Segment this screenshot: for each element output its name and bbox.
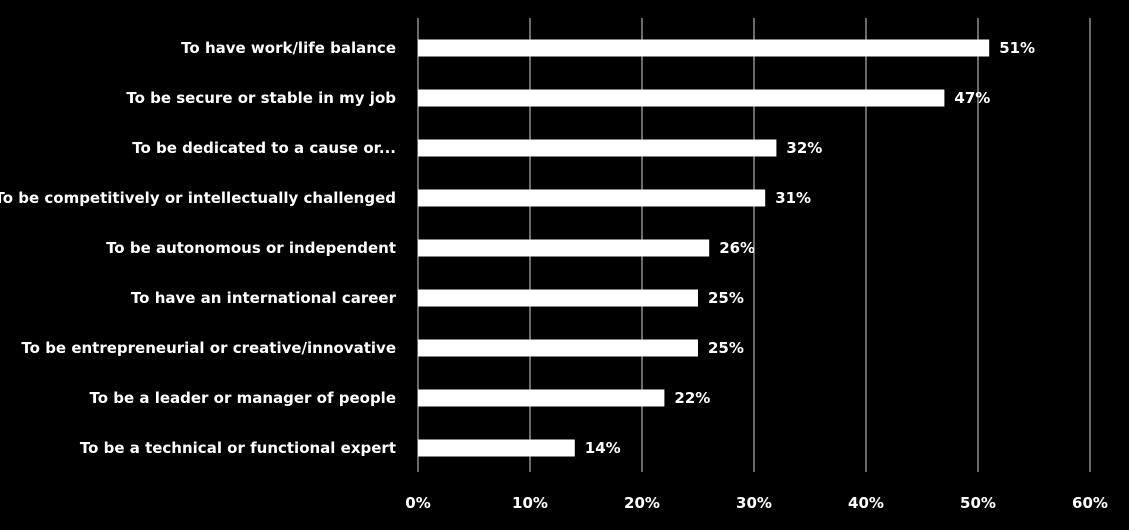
category-label: To be autonomous or independent xyxy=(106,239,396,257)
x-tick-label: 20% xyxy=(624,494,660,512)
bar xyxy=(418,139,777,157)
bar xyxy=(418,39,990,57)
x-tick-label: 50% xyxy=(960,494,996,512)
value-label: 14% xyxy=(585,439,621,457)
value-label: 47% xyxy=(954,89,990,107)
category-label: To be secure or stable in my job xyxy=(126,89,396,107)
bars xyxy=(418,39,990,457)
x-tick-label: 60% xyxy=(1072,494,1108,512)
category-label: To be entrepreneurial or creative/innova… xyxy=(21,339,396,357)
value-label: 22% xyxy=(674,389,710,407)
value-label: 25% xyxy=(708,289,744,307)
bar xyxy=(418,289,698,307)
bar xyxy=(418,439,575,457)
bar xyxy=(418,389,665,407)
x-tick-label: 30% xyxy=(736,494,772,512)
category-label: To be a leader or manager of people xyxy=(89,389,396,407)
x-tick-label: 10% xyxy=(512,494,548,512)
value-label: 32% xyxy=(786,139,822,157)
category-labels: To have work/life balance To be secure or… xyxy=(0,39,397,457)
value-label: 31% xyxy=(775,189,811,207)
category-label: To have an international career xyxy=(131,289,397,307)
category-label: To be competitively or intellectually ch… xyxy=(0,189,396,207)
bar xyxy=(418,339,698,357)
bar xyxy=(418,89,945,107)
category-label: To have work/life balance xyxy=(181,39,396,57)
bar xyxy=(418,189,766,207)
bar xyxy=(418,239,710,257)
x-axis-tick-labels: 0% 10% 20% 30% 40% 50% 60% xyxy=(405,494,1108,512)
value-label: 25% xyxy=(708,339,744,357)
category-label: To be a technical or functional expert xyxy=(80,439,396,457)
x-tick-label: 40% xyxy=(848,494,884,512)
category-label: To be dedicated to a cause or... xyxy=(132,139,396,157)
value-labels: 51% 47% 32% 31% 26% 25% 25% 22% 14% xyxy=(585,39,1035,457)
value-label: 26% xyxy=(719,239,755,257)
value-label: 51% xyxy=(999,39,1035,57)
x-tick-label: 0% xyxy=(405,494,430,512)
